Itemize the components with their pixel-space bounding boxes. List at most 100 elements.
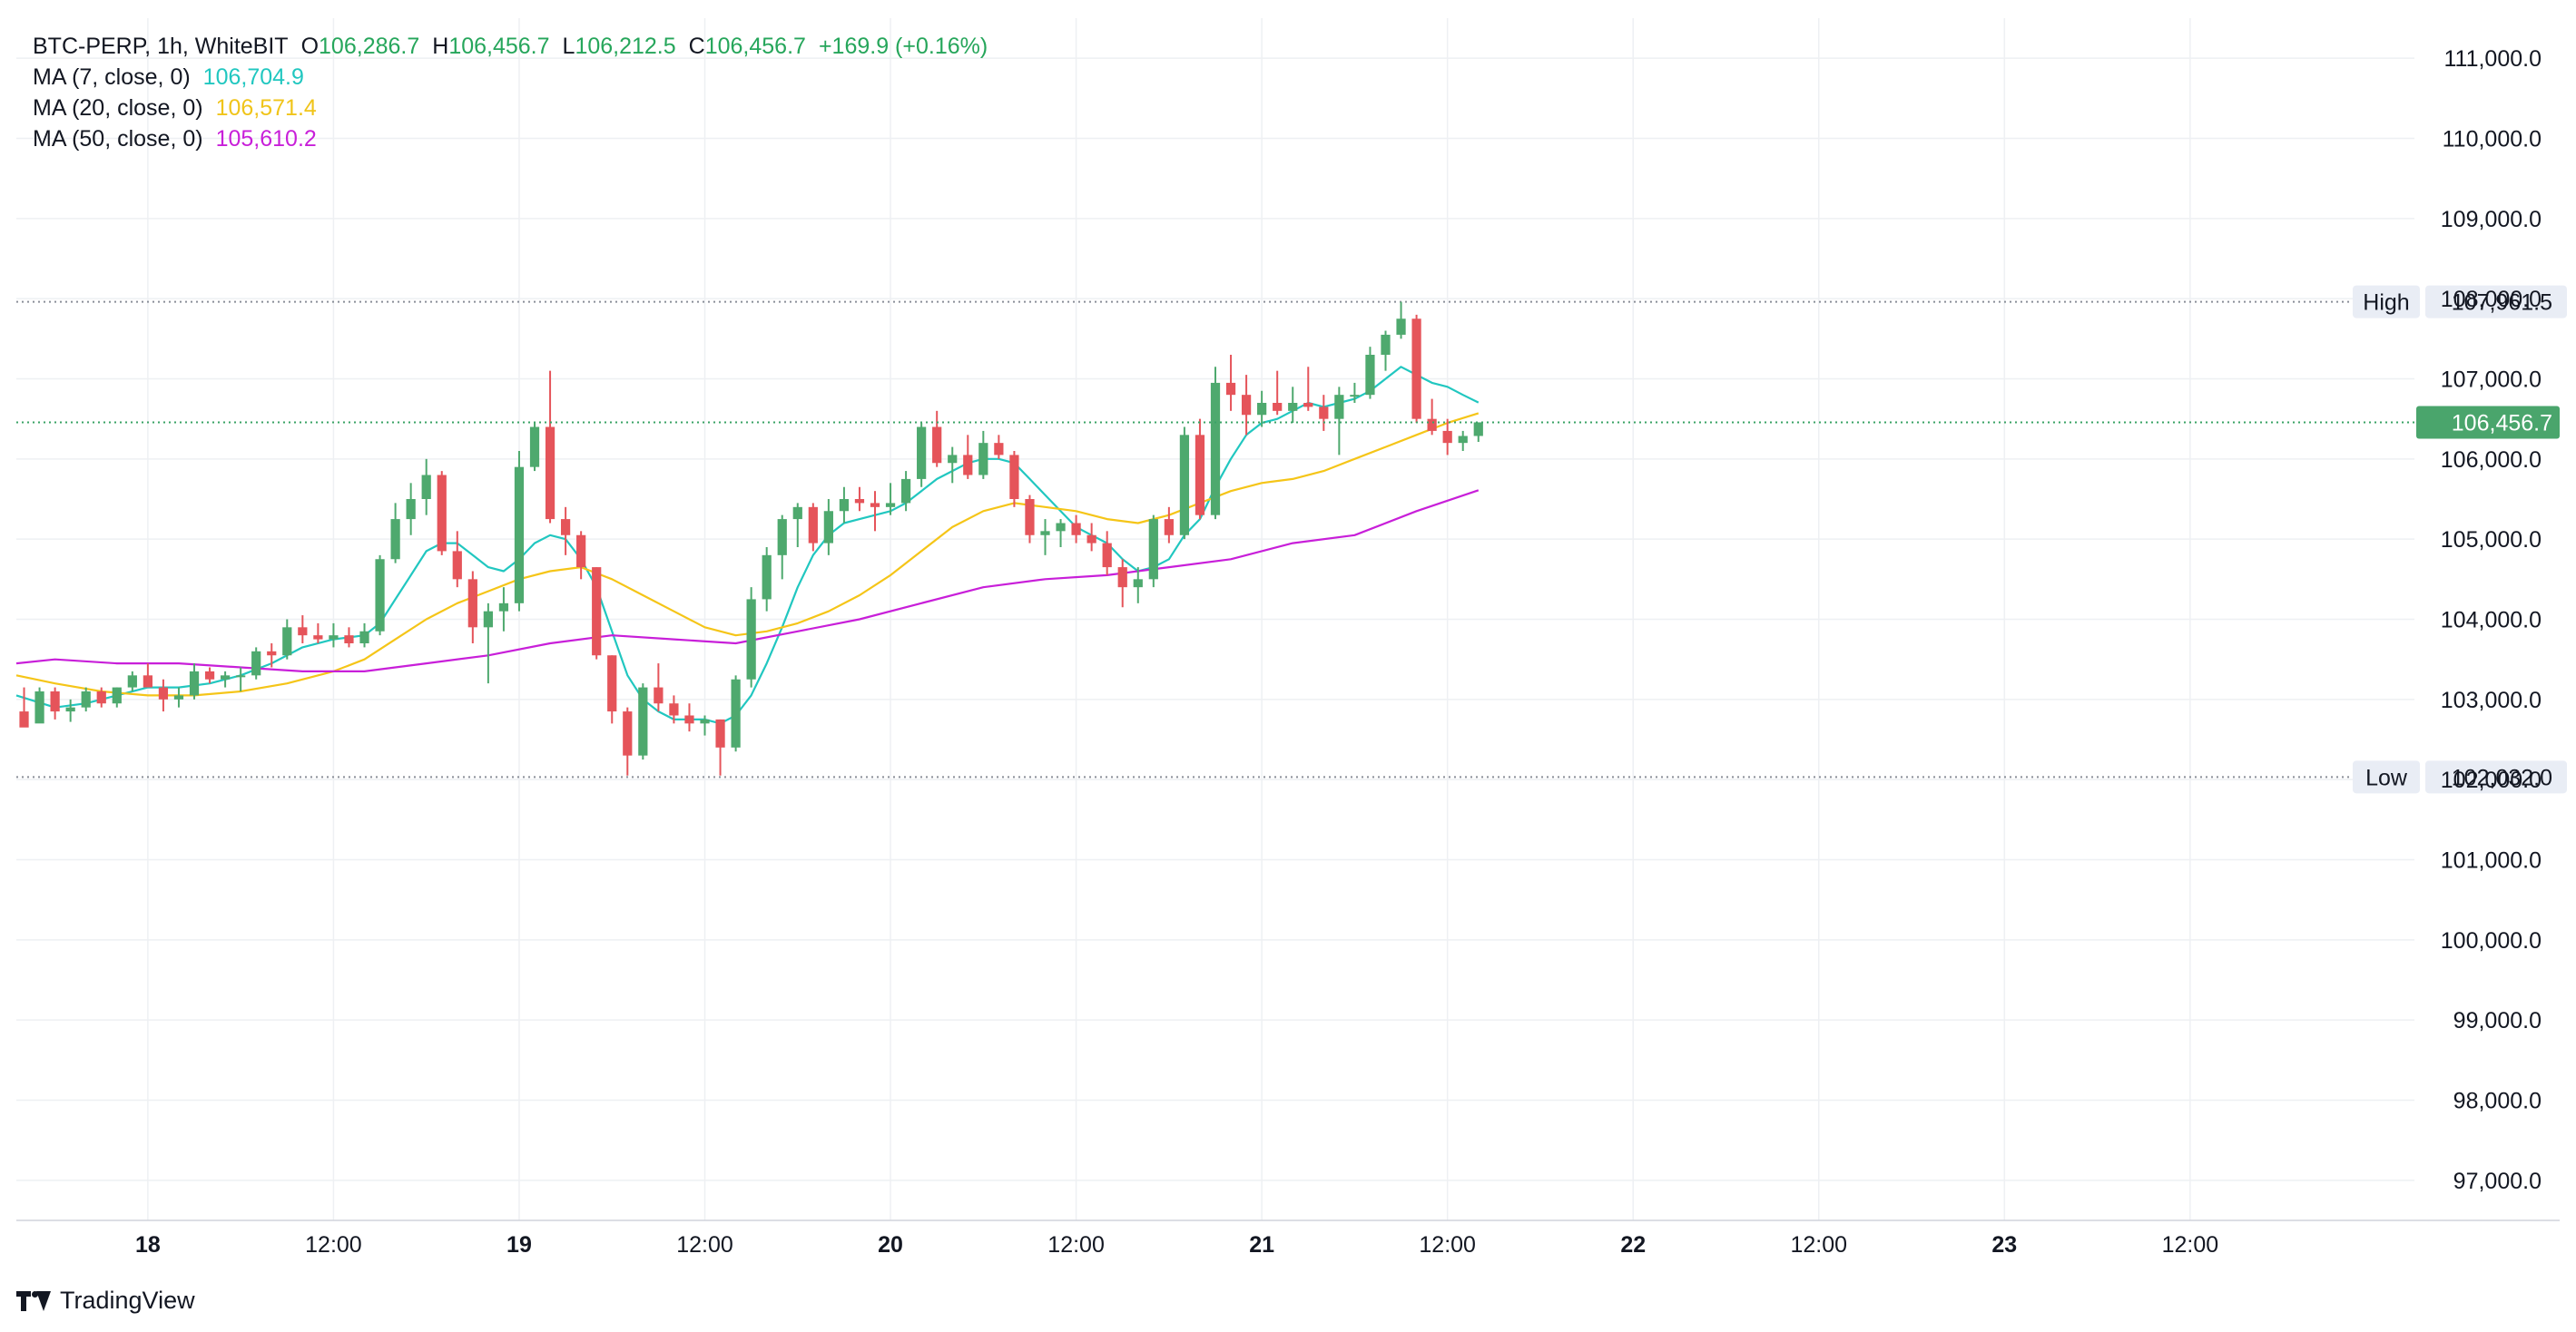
low-price-label-bg [2425, 760, 2567, 794]
ma20-row[interactable]: MA (20, close, 0) 106,571.4 [33, 93, 988, 123]
candle-body [375, 559, 385, 632]
candle [978, 430, 988, 479]
time-tick-label: 20 [878, 1232, 903, 1258]
candle-body [81, 691, 91, 708]
candle [1319, 395, 1329, 431]
candle-body [406, 499, 416, 520]
candle-body [746, 599, 756, 680]
candle-body [1117, 567, 1127, 588]
candle-body [823, 511, 833, 544]
candle [1225, 355, 1236, 411]
candle [81, 687, 91, 712]
candle-body [1427, 418, 1437, 431]
last-price-label-bg [2416, 406, 2560, 439]
candle-body [204, 671, 215, 680]
ma20-line [15, 412, 1480, 697]
candle [1148, 514, 1158, 588]
last-price-label: 106,456.7 [2452, 410, 2552, 436]
candle-body [220, 675, 231, 680]
candle [19, 687, 29, 728]
candle-body [1458, 436, 1468, 444]
candle-body [839, 499, 850, 512]
candle [375, 554, 385, 636]
high-tag-bg [2353, 285, 2420, 318]
candle [1473, 422, 1483, 443]
candle [623, 707, 633, 776]
candle [143, 663, 152, 688]
candle-body [34, 691, 44, 724]
candle [1164, 506, 1174, 544]
candle [731, 675, 741, 752]
candle [1381, 330, 1391, 371]
candle-body [1102, 543, 1112, 568]
candle-body [900, 478, 911, 504]
candle-body [236, 675, 246, 678]
candle-body [1241, 395, 1252, 416]
time-tick-label: 12:00 [1419, 1232, 1476, 1258]
candle-body [994, 443, 1004, 455]
brand-name: TradingView [60, 1287, 195, 1314]
candle-body [1195, 435, 1205, 515]
ma50-row[interactable]: MA (50, close, 0) 105,610.2 [33, 123, 988, 154]
candle-body [870, 503, 880, 507]
candle-body [762, 554, 772, 600]
candle [917, 423, 927, 487]
time-axis[interactable]: 18 12:00 19 12:00 20 12:00 21 12:00 22 12:00 23 12:… [135, 1232, 2218, 1258]
candle [592, 567, 602, 660]
candle [1241, 375, 1252, 436]
ma7-value: 106,704.9 [202, 64, 304, 90]
tradingview-brand[interactable]: TradingView [16, 1287, 195, 1315]
tradingview-logo-icon [16, 1289, 53, 1313]
candle [282, 619, 292, 660]
candle [498, 587, 509, 632]
candle-body [777, 519, 787, 555]
candle-body [700, 719, 710, 724]
candle [390, 503, 400, 563]
candle [220, 671, 231, 688]
candle [514, 451, 525, 612]
candle-body [1334, 395, 1344, 419]
candle [1133, 567, 1143, 603]
candle-body [669, 703, 679, 716]
candle-body [1381, 334, 1391, 355]
candle [839, 486, 850, 524]
candle-body [963, 455, 973, 475]
close-value: 106,456.7 [704, 34, 806, 59]
candle [1102, 531, 1112, 575]
candle-body [560, 519, 571, 535]
candle [65, 699, 75, 722]
candle [1288, 387, 1298, 424]
candle-body [529, 426, 540, 467]
candle-body [65, 707, 75, 712]
candle-body [251, 651, 261, 676]
price-axis[interactable]: 107,961.5 102,032.0 97,000.0 98,000.0 99,000… [2416, 46, 2567, 1194]
symbol-label[interactable]: BTC-PERP, 1h, WhiteBIT [33, 34, 289, 59]
candle-body [50, 691, 60, 712]
change-value: +169.9 (+0.16%) [818, 34, 988, 59]
candle [1303, 367, 1313, 411]
candle [1179, 426, 1190, 540]
candle [948, 446, 958, 484]
ma7-row[interactable]: MA (7, close, 0) 106,704.9 [33, 62, 988, 93]
candle [1210, 367, 1221, 520]
price-tick-label: 97,000.0 [2453, 1169, 2542, 1194]
candle-body [607, 655, 617, 712]
candle-body [1086, 534, 1096, 544]
time-tick-label: 19 [506, 1232, 532, 1258]
candle [204, 667, 215, 684]
ma7-label: MA (7, close, 0) [33, 64, 191, 90]
candle [854, 486, 865, 512]
candle [777, 514, 787, 580]
candle [251, 647, 261, 680]
candle-body [1411, 318, 1421, 419]
candle-body [1365, 355, 1375, 396]
candle [1195, 418, 1205, 520]
candle [1458, 430, 1468, 451]
low-tag-bg [2353, 760, 2420, 794]
candle-body [1056, 523, 1066, 532]
candle [50, 687, 60, 720]
candle [700, 715, 710, 736]
candle [329, 622, 339, 648]
candle [870, 491, 880, 532]
